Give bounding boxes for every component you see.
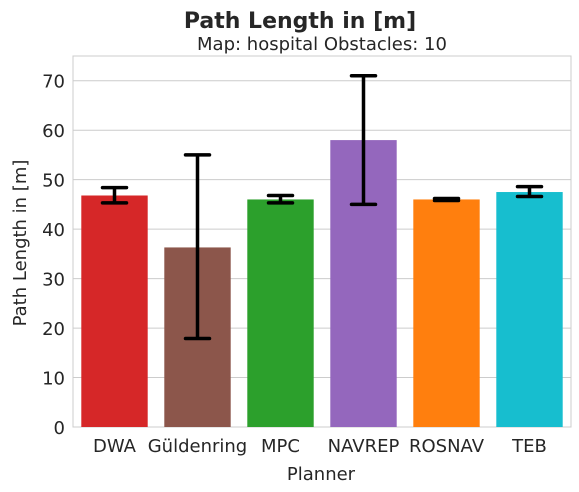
y-tick-label: 20	[42, 319, 65, 340]
y-axis-label: Path Length in [m]	[10, 160, 31, 327]
y-tick-label: 70	[42, 72, 65, 93]
x-tick-label: ROSNAV	[409, 436, 485, 457]
y-tick-label: 10	[42, 369, 65, 390]
x-axis-label: Planner	[287, 464, 356, 485]
y-tick-label: 0	[54, 418, 65, 439]
bar-mpc	[247, 199, 314, 427]
chart-title: Path Length in [m]	[184, 9, 416, 34]
x-tick-label: DWA	[93, 436, 137, 457]
bar-dwa	[81, 195, 148, 427]
plot-area: 0 10 20 30 40 50 60 70 DWA Güldenring MPC NAVREP ROS…	[42, 55, 572, 457]
axes-frame	[72, 55, 572, 428]
y-tick-label: 60	[42, 121, 65, 142]
x-tick-label: MPC	[261, 436, 300, 457]
y-tick-label: 30	[42, 270, 65, 291]
x-tick-label: Güldenring	[148, 436, 248, 457]
bar-teb	[496, 192, 563, 427]
bar-rosnav	[413, 199, 480, 427]
y-tick-label: 50	[42, 171, 65, 192]
x-tick-label: TEB	[511, 436, 547, 457]
y-tick-label: 40	[42, 220, 65, 241]
chart-subtitle: Map: hospital Obstacles: 10	[197, 34, 447, 55]
x-tick-label: NAVREP	[328, 436, 400, 457]
